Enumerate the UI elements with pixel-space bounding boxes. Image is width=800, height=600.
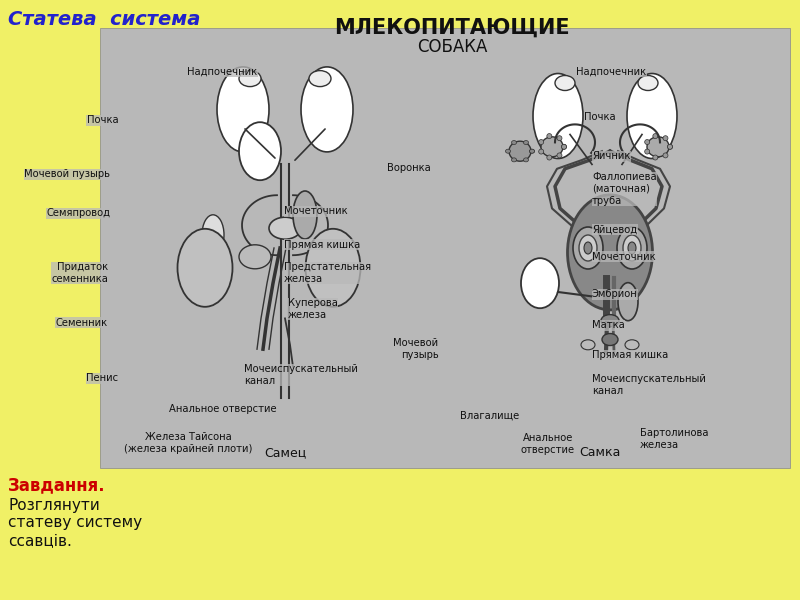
Text: Завдання.: Завдання. (8, 476, 106, 494)
Ellipse shape (562, 144, 566, 149)
Ellipse shape (573, 227, 603, 269)
Ellipse shape (628, 242, 636, 254)
Text: Почка: Почка (584, 112, 616, 122)
Ellipse shape (538, 149, 544, 154)
Ellipse shape (324, 245, 356, 269)
Ellipse shape (530, 149, 534, 153)
Ellipse shape (617, 227, 647, 269)
Text: Мочеиспускательный
канал: Мочеиспускательный канал (244, 364, 358, 386)
Ellipse shape (653, 134, 658, 139)
Text: Воронка: Воронка (386, 163, 430, 173)
Ellipse shape (623, 235, 641, 261)
Ellipse shape (618, 283, 638, 320)
Ellipse shape (506, 149, 510, 153)
Ellipse shape (533, 73, 583, 158)
Ellipse shape (293, 191, 317, 239)
Text: Надпочечник: Надпочечник (576, 67, 646, 77)
Text: Бартолинова
железа: Бартолинова железа (640, 428, 709, 450)
Text: Придаток
семенника: Придаток семенника (51, 262, 108, 284)
Ellipse shape (239, 245, 271, 269)
Ellipse shape (306, 229, 361, 307)
Ellipse shape (645, 140, 650, 145)
Ellipse shape (601, 314, 619, 326)
Ellipse shape (239, 71, 261, 86)
Ellipse shape (567, 195, 653, 310)
Text: Прямая кишка: Прямая кишка (592, 350, 668, 360)
Text: Влагалище: Влагалище (460, 410, 519, 420)
Ellipse shape (301, 67, 353, 152)
Ellipse shape (217, 67, 269, 152)
Ellipse shape (523, 158, 529, 162)
Text: Самец: Самец (264, 446, 306, 459)
Ellipse shape (647, 137, 669, 157)
Text: Почка: Почка (86, 115, 118, 125)
Text: Мочеточник: Мочеточник (592, 252, 656, 262)
Ellipse shape (602, 334, 618, 346)
Ellipse shape (645, 149, 650, 154)
Ellipse shape (521, 258, 559, 308)
Ellipse shape (584, 242, 592, 254)
Text: МЛЕКОПИТАЮЩИЕ: МЛЕКОПИТАЮЩИЕ (334, 18, 570, 38)
Text: Мочевой пузырь: Мочевой пузырь (25, 169, 110, 179)
Text: Куперова
железа: Куперова железа (288, 298, 338, 320)
Ellipse shape (530, 149, 534, 153)
Ellipse shape (239, 122, 281, 180)
Ellipse shape (653, 155, 658, 160)
Text: Фаллопиева
(маточная)
труба: Фаллопиева (маточная) труба (592, 172, 657, 206)
Ellipse shape (581, 340, 595, 350)
Ellipse shape (541, 137, 563, 157)
Text: СОБАКА: СОБАКА (417, 38, 487, 56)
Ellipse shape (557, 153, 562, 158)
Text: Матка: Матка (592, 320, 625, 330)
Ellipse shape (579, 235, 597, 261)
Text: Самка: Самка (579, 446, 621, 459)
Text: Мочеточник: Мочеточник (284, 206, 348, 216)
Ellipse shape (667, 144, 673, 149)
Ellipse shape (625, 340, 639, 350)
Ellipse shape (538, 140, 544, 145)
Ellipse shape (562, 144, 566, 149)
Text: Пенис: Пенис (86, 373, 118, 383)
Ellipse shape (555, 76, 575, 91)
Text: Мочеиспускательный
канал: Мочеиспускательный канал (592, 374, 706, 396)
Text: Яйцевод: Яйцевод (592, 224, 637, 234)
Text: Прямая кишка: Прямая кишка (284, 240, 360, 250)
Ellipse shape (178, 229, 233, 307)
Ellipse shape (547, 134, 552, 139)
Text: Семяпровод: Семяпровод (46, 208, 110, 218)
Text: Надпочечник: Надпочечник (187, 67, 258, 77)
Ellipse shape (509, 141, 531, 161)
Text: Статева  система: Статева система (8, 10, 200, 29)
Text: Яичник: Яичник (592, 151, 630, 161)
Ellipse shape (627, 73, 677, 158)
Ellipse shape (663, 153, 668, 158)
Ellipse shape (638, 76, 658, 91)
Text: Предстательная
железа: Предстательная железа (284, 262, 371, 284)
Text: Эмбрион: Эмбрион (592, 289, 638, 299)
Ellipse shape (309, 71, 331, 86)
Ellipse shape (511, 158, 517, 162)
Ellipse shape (547, 155, 552, 160)
Ellipse shape (202, 215, 224, 255)
Text: Семенник: Семенник (56, 318, 108, 328)
Ellipse shape (667, 144, 673, 149)
Text: Железа Тайсона
(железа крайней плоти): Железа Тайсона (железа крайней плоти) (124, 432, 252, 454)
Ellipse shape (511, 140, 517, 145)
Text: Анальное отверстие: Анальное отверстие (169, 404, 276, 414)
Text: Анальное
отверстие: Анальное отверстие (521, 433, 575, 455)
Text: Мочевой
пузырь: Мочевой пузырь (394, 338, 438, 360)
Ellipse shape (269, 217, 301, 239)
Bar (100, 28, 790, 468)
Text: Розглянути
статеву систему
ссавців.: Розглянути статеву систему ссавців. (8, 498, 142, 548)
Ellipse shape (663, 136, 668, 140)
Ellipse shape (523, 140, 529, 145)
Ellipse shape (557, 136, 562, 140)
